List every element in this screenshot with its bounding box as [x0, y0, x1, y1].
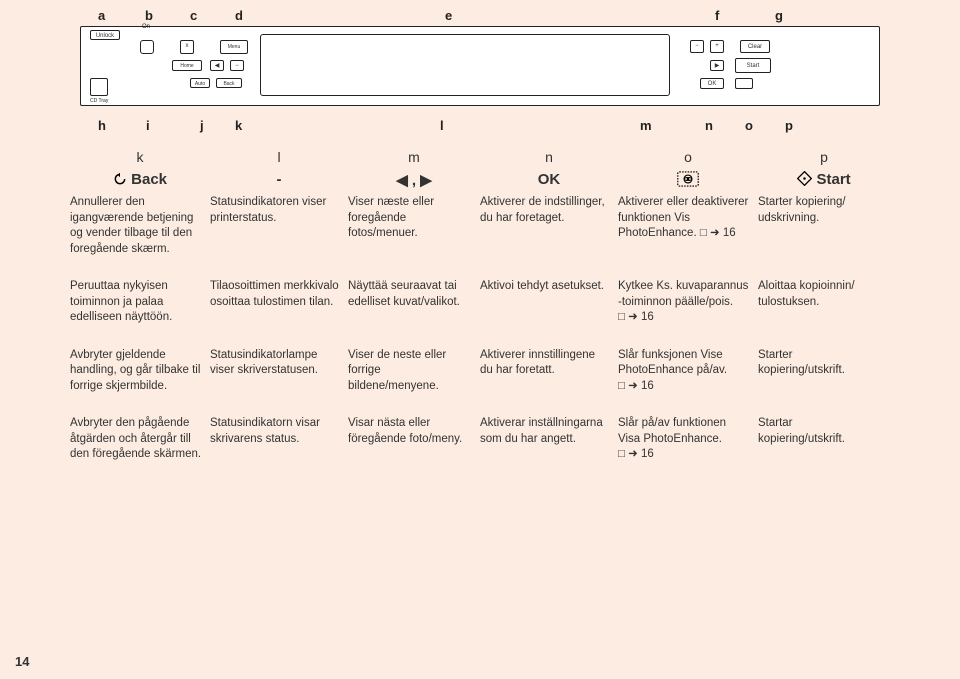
diagram-label-i: i	[146, 118, 150, 133]
cell-fi-o: Kytkee Ks. kuvaparannus -toiminnon pääll…	[618, 279, 758, 326]
cell-da-n: Aktiverer de indstillinger, du har foret…	[480, 195, 618, 257]
cell-da-k: Annullerer den igangværende betjening og…	[70, 195, 210, 257]
cell-da-m: Viser næste eller foregående fotos/menue…	[348, 195, 480, 257]
arrows-symbol: ◀ , ▶	[348, 169, 480, 195]
cell-fi-n: Aktivoi tehdyt asetukset.	[480, 279, 618, 326]
col-letter-m: m	[348, 145, 480, 169]
diagram-label-b: b	[145, 8, 153, 23]
table-header-letters: k l m n o p	[70, 145, 890, 169]
power-button	[140, 40, 154, 54]
right-button: ▶	[710, 60, 724, 71]
table-symbol-row: Back - ◀ , ▶ OK Start	[70, 169, 890, 195]
col-letter-n: n	[480, 145, 618, 169]
cell-da-l: Statusindikatoren viser printerstatus.	[210, 195, 348, 257]
page-ref: □ ➜ 16	[618, 380, 654, 392]
cell-sv-p: Startar kopiering/utskrift.	[758, 416, 890, 463]
start-diamond-icon	[797, 171, 812, 186]
diagram-label-k2: k	[235, 118, 242, 133]
cell-fi-o-text: Kytkee Ks. kuvaparannus -toiminnon pääll…	[618, 280, 748, 308]
description-table: k l m n o p Back - ◀ , ▶ OK Start Annu	[70, 145, 890, 485]
menu-button: Menu	[220, 40, 248, 54]
diagram-label-h: h	[98, 118, 106, 133]
page-ref: □ ➜ 16	[700, 227, 736, 239]
on-label: On	[142, 24, 150, 30]
cell-fi-m: Näyttää seuraavat tai edelliset kuvat/va…	[348, 279, 480, 326]
cell-no-o-text: Slår funksjonen Vise PhotoEnhance på/av.	[618, 349, 727, 377]
cell-sv-o: Slår på/av funktionen Visa PhotoEnhance.…	[618, 416, 758, 463]
cell-da-p: Starter kopiering/ udskrivning.	[758, 195, 890, 257]
auto-button: Auto	[190, 78, 210, 88]
cell-sv-k: Avbryter den pågående åtgärden och återg…	[70, 416, 210, 463]
diagram-label-e: e	[445, 8, 452, 23]
unlock-button: Unlock	[90, 30, 120, 40]
back-arrow-icon	[113, 172, 127, 186]
cdtray-icon	[90, 78, 108, 96]
cell-fi-l: Tilaosoittimen merkkivalo osoittaa tulos…	[210, 279, 348, 326]
ok-symbol: OK	[480, 169, 618, 195]
start-label: Start	[816, 171, 850, 188]
ref-num: 16	[641, 380, 654, 392]
dash-button: −	[230, 60, 244, 71]
photo-enhance-symbol	[618, 169, 758, 195]
diagram-label-f: f	[715, 8, 719, 23]
cell-fi-p: Aloittaa kopioinnin/ tulostuksen.	[758, 279, 890, 326]
left-button: ◀	[210, 60, 224, 71]
control-panel-diagram: a b c d e f g Unlock On x Menu Home ◀ − …	[80, 8, 880, 133]
diagram-label-p2: p	[785, 118, 793, 133]
cell-sv-o-text: Slår på/av funktionen Visa PhotoEnhance.	[618, 417, 726, 445]
cell-no-o: Slår funksjonen Vise PhotoEnhance på/av.…	[618, 348, 758, 395]
cell-no-k: Avbryter gjeldende handling, og går tilb…	[70, 348, 210, 395]
diagram-label-g: g	[775, 8, 783, 23]
plus-button: +	[710, 40, 724, 53]
ok-button: OK	[700, 78, 724, 89]
table-row: Peruuttaa nykyisen toiminnon ja palaa ed…	[70, 279, 890, 326]
start-button: Start	[735, 58, 771, 73]
home-button: Home	[172, 60, 202, 71]
table-row: Annullerer den igangværende betjening og…	[70, 195, 890, 257]
table-row: Avbryter gjeldende handling, og går tilb…	[70, 348, 890, 395]
col-letter-p: p	[758, 145, 890, 169]
diagram-label-m2: m	[640, 118, 652, 133]
col-letter-l: l	[210, 145, 348, 169]
page-ref: □ ➜ 16	[618, 311, 654, 323]
diagram-label-a: a	[98, 8, 105, 23]
photo-button	[735, 78, 753, 89]
cdtray-label: CD Tray	[90, 98, 108, 104]
ref-num: 16	[641, 311, 654, 323]
diagram-label-n2: n	[705, 118, 713, 133]
photo-enhance-icon	[677, 171, 699, 187]
ref-num: 16	[641, 448, 654, 460]
cell-no-m: Viser de neste eller forrige bildene/men…	[348, 348, 480, 395]
cell-no-l: Statusindikatorlampe viser skriverstatus…	[210, 348, 348, 395]
lcd-screen	[260, 34, 670, 96]
dash-symbol: -	[210, 169, 348, 195]
cell-da-o: Aktiverer eller deaktiverer funktionen V…	[618, 195, 758, 257]
back-symbol: Back	[70, 169, 210, 195]
back-button: Back	[216, 78, 242, 88]
diagram-label-d: d	[235, 8, 243, 23]
col-letter-k: k	[70, 145, 210, 169]
col-letter-o: o	[618, 145, 758, 169]
start-symbol: Start	[758, 169, 890, 195]
diagram-label-c: c	[190, 8, 197, 23]
page-ref: □ ➜ 16	[618, 448, 654, 460]
cell-sv-m: Visar nästa eller föregående foto/meny.	[348, 416, 480, 463]
ref-num: 16	[723, 227, 736, 239]
minus-button: −	[690, 40, 704, 53]
cell-sv-n: Aktiverar inställningarna som du har ang…	[480, 416, 618, 463]
cell-fi-k: Peruuttaa nykyisen toiminnon ja palaa ed…	[70, 279, 210, 326]
diagram-label-o2: o	[745, 118, 753, 133]
back-label: Back	[131, 171, 167, 188]
cell-sv-l: Statusindikatorn visar skrivarens status…	[210, 416, 348, 463]
page-number: 14	[15, 654, 29, 669]
diagram-label-j: j	[200, 118, 204, 133]
cell-no-p: Starter kopiering/utskrift.	[758, 348, 890, 395]
table-row: Avbryter den pågående åtgärden och återg…	[70, 416, 890, 463]
diagram-label-l2: l	[440, 118, 444, 133]
clear-button: Clear	[740, 40, 770, 53]
cell-no-n: Aktiverer innstillingene du har foretatt…	[480, 348, 618, 395]
stop-button: x	[180, 40, 194, 54]
